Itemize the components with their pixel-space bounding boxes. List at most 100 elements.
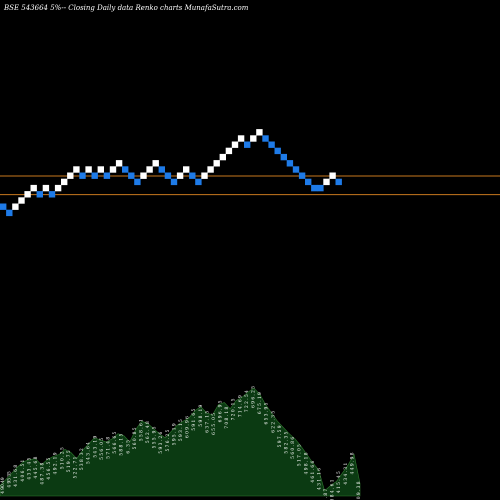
volume-label: 4 4 5 . 6 8 [34, 456, 39, 478]
renko-brick-up [152, 160, 159, 167]
renko-brick-down [280, 153, 287, 161]
volume-label: 5 9 7 . 5 9 [278, 425, 283, 447]
renko-brick-up [213, 160, 220, 167]
renko-brick-down [48, 191, 56, 198]
volume-label: 4 0 9 . 3 8 [357, 481, 362, 500]
renko-brick-up [24, 191, 31, 198]
volume-label: 6 9 6 . 2 5 [252, 386, 257, 408]
renko-brick-up [256, 129, 263, 136]
volume-label: 4 6 1 . 6 6 [311, 461, 316, 483]
volume-label: 5 5 5 . 9 5 [153, 426, 158, 448]
volume-label: 5 6 2 . 4 8 [146, 421, 151, 443]
volume-label: 5 9 8 . 1 9 [199, 404, 204, 426]
volume-label: 4 0 6 . 5 1 [21, 459, 26, 481]
volume-label: 4 3 3 . 4 5 [27, 457, 32, 479]
renko-brick-up [231, 141, 239, 148]
renko-brick-up [237, 135, 245, 142]
renko-brick-up [12, 203, 19, 210]
volume-label: 4 0 7 . 8 7 [324, 489, 329, 500]
volume-label: 7 1 4 . 6 9 [238, 395, 243, 417]
renko-brick-up [18, 197, 25, 204]
volume-label: 6 5 5 . 0 5 [212, 413, 217, 435]
volume-label: 7 0 8 . 1 8 [225, 407, 230, 429]
volume-label: 6 3 7 . 1 5 [205, 411, 210, 433]
volume-label: 4 95 35 [8, 471, 13, 488]
renko-brick-down [262, 135, 269, 142]
volume-label: 5 2 2 . 7 1 [74, 456, 79, 478]
volume-label: 6 7 5 . 1 9 [258, 392, 263, 414]
renko-brick-up [67, 172, 74, 179]
volume-label: 4 3 4 . 3 1 [344, 463, 349, 485]
renko-brick-up [54, 184, 62, 192]
renko-brick-up [146, 166, 153, 173]
volume-label: 5 4 3 . 6 4 [87, 442, 92, 464]
renko-brick-down [189, 172, 196, 179]
renko-brick-down [195, 178, 202, 186]
volume-label: 5 6 0 . 8 5 [133, 427, 138, 449]
renko-brick-down [274, 147, 281, 155]
volume-label: 7 2 2 . 5 4 [245, 390, 250, 412]
renko-brick-up [250, 135, 257, 142]
renko-brick-up [207, 166, 214, 173]
renko-brick-up [109, 166, 117, 173]
renko-brick-down [268, 141, 275, 148]
renko-brick-down [128, 172, 135, 179]
volume-label: 5 6 0 . 8 6 [291, 437, 296, 459]
renko-brick-down [79, 172, 86, 179]
volume-label: 5 9 5 . 1 9 [172, 423, 177, 445]
volume-label: 5 8 8 . 1 5 [120, 434, 125, 456]
volume-label: 6 0 9 . 9 6 [186, 416, 191, 438]
volume-area-path [0, 387, 361, 497]
volume-label: 5 5 6 . 0 5 [100, 438, 105, 460]
volume-label: 5 1 9 . 7 5 [67, 450, 72, 472]
renko-brick-down [305, 178, 312, 186]
volume-label: 4 4 9 . 9 8 [350, 452, 355, 474]
volume-label: 4 9 8 . 1 8 [304, 452, 309, 474]
volume-label: 5 9 1 . 6 5 [192, 409, 197, 431]
volume-area [0, 387, 361, 497]
renko-brick-down [103, 172, 111, 179]
volume-label: 4 8 7 . 3 8 [41, 463, 46, 485]
renko-brick-down [6, 209, 13, 217]
renko-brick-up [42, 184, 50, 192]
volume-label: 6 2 2 . 3 5 [271, 411, 276, 433]
renko-brick-up [115, 160, 123, 167]
renko-brick-up [140, 172, 147, 179]
renko-brick-down [286, 160, 294, 167]
renko-brick-down [134, 178, 141, 186]
renko-brick-up [85, 166, 92, 173]
renko-brick-up [61, 178, 68, 186]
renko-brick-up [329, 172, 336, 179]
volume-label: 6 5 3 . 9 5 [265, 402, 270, 424]
volume-label: 4 90.49 [1, 477, 6, 494]
volume-label: 5 4 3 . 1 9 [93, 436, 98, 458]
volume-label: 5 3 8 . 3 2 [80, 448, 85, 470]
chart-title: BSE 543664 5%-- Closing Daily data Renko… [3, 4, 249, 12]
volume-label: 6 . 3 5 [126, 440, 131, 454]
renko-brick-up [225, 147, 233, 155]
renko-brick-down [164, 172, 172, 179]
renko-brick-down [244, 141, 251, 148]
volume-label: 5 7 1 . 4 8 [107, 437, 112, 459]
renko-brick-up [219, 153, 226, 161]
renko-brick-down [36, 191, 43, 198]
volume-label: 5 1 0 . 2 5 [60, 447, 65, 469]
volume-label: 5 1 7 . 0 5 [298, 444, 303, 466]
renko-brick-down [158, 166, 165, 173]
renko-brick-down [317, 184, 324, 192]
volume-label: 5 6 6 . 6 5 [113, 431, 118, 453]
volume-label: 4 5 6 . 5 5 [47, 457, 52, 479]
renko-brick-up [73, 166, 80, 173]
renko-brick-down [0, 203, 7, 210]
volume-label: 3 8 4 . 6 1 [331, 479, 336, 500]
volume-label: 5 7 6 . 2 5 [166, 429, 171, 451]
volume-label: 5 8 2 . 3 5 [285, 431, 290, 453]
volume-label: 6 9 6 . 9 5 [219, 400, 224, 422]
renko-bricks [0, 129, 342, 217]
renko-brick-up [176, 172, 184, 179]
renko-brick-down [122, 166, 129, 173]
renko-brick-down [311, 184, 318, 192]
renko-brick-up [30, 184, 37, 192]
